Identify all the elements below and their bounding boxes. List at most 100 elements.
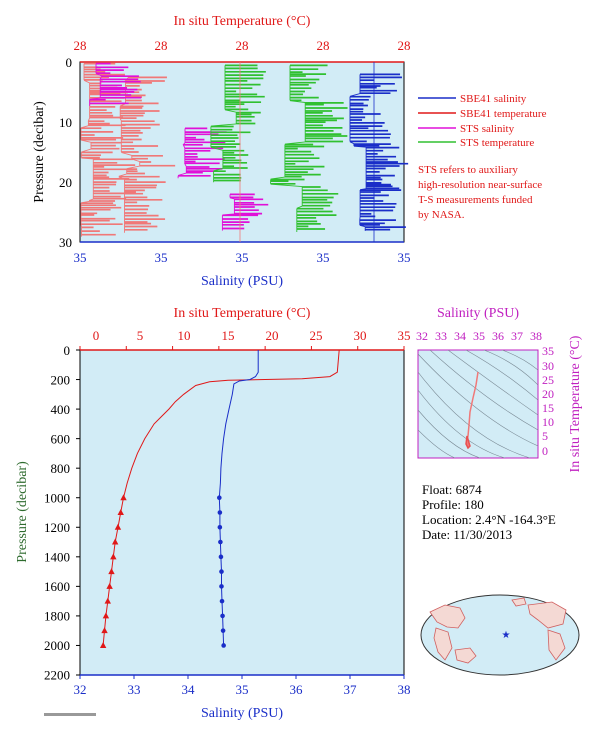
top-pressure-ticks: 0 10 20 30 bbox=[59, 55, 72, 250]
top-temp-ticks: 28 28 28 28 28 bbox=[74, 38, 411, 53]
top-sal-axis-label: Salinity (PSU) bbox=[201, 274, 283, 289]
legend-label-sts-temperature: STS temperature bbox=[460, 137, 534, 149]
sts-salinity-trace-b bbox=[177, 127, 227, 179]
ts-sal-tick: 37 bbox=[511, 329, 523, 343]
sts-note-line: T-S measurements funded bbox=[418, 194, 533, 206]
salinity-marker bbox=[220, 613, 225, 619]
main-temp-tick: 15 bbox=[222, 328, 235, 343]
temperature-marker bbox=[108, 568, 115, 575]
profile-number: Profile: 180 bbox=[422, 497, 484, 512]
salinity-marker bbox=[218, 554, 224, 560]
sts-salinity-trace-b-path bbox=[177, 127, 227, 179]
ts-sal-tick: 36 bbox=[492, 329, 504, 343]
ts-sal-tick: 33 bbox=[435, 329, 447, 343]
ts-temp-tick: 35 bbox=[542, 344, 554, 358]
salinity-marker bbox=[217, 510, 223, 515]
main-pressure-tick: 1400 bbox=[44, 550, 70, 565]
salinity-marker bbox=[219, 598, 225, 604]
sts-temperature-trace-a-path bbox=[80, 62, 136, 237]
ts-plot-area bbox=[417, 349, 539, 459]
main-pressure-tick: 2200 bbox=[44, 668, 70, 683]
top-sal-tick: 35 bbox=[155, 250, 168, 265]
ts-temp-tick: 15 bbox=[542, 401, 554, 415]
main-temp-tick: 35 bbox=[398, 328, 411, 343]
main-pressure-ticks: 0 200 400 600 800 1000 1200 1400 1600 18… bbox=[44, 343, 70, 683]
sts-note-line: STS refers to auxiliary bbox=[418, 164, 518, 176]
main-pressure-tick: 400 bbox=[51, 402, 71, 417]
top-sal-tick: 35 bbox=[398, 250, 411, 265]
ts-temp-tick: 0 bbox=[542, 444, 548, 458]
main-pressure-tick: 0 bbox=[64, 343, 71, 358]
main-pressure-tick: 200 bbox=[51, 373, 71, 388]
top-temp-tick: 28 bbox=[236, 38, 249, 53]
salinity-marker bbox=[221, 643, 226, 648]
ts-sal-tick: 32 bbox=[416, 329, 428, 343]
sbe41-salinity-trace-path bbox=[349, 73, 409, 231]
ts-temp-tick: 20 bbox=[542, 387, 554, 401]
profile-date: Date: 11/30/2013 bbox=[422, 527, 512, 542]
sts-salinity-trace-c bbox=[221, 193, 269, 231]
sts-salinity-trace-c-path bbox=[221, 193, 269, 231]
top-temp-axis-label: In situ Temperature (°C) bbox=[174, 14, 311, 29]
top-pressure-label: Pressure (decibar) bbox=[32, 101, 47, 203]
sts-note-line: by NASA. bbox=[418, 209, 465, 221]
legend-label-sbe41-temperature: SBE41 temperature bbox=[460, 108, 547, 120]
sts-note-line: high-resolution near-surface bbox=[418, 179, 542, 191]
ts-curve bbox=[466, 371, 479, 441]
main-pressure-tick: 1000 bbox=[44, 491, 70, 506]
salinity-marker bbox=[217, 495, 222, 501]
main-sal-axis-label: Salinity (PSU) bbox=[201, 706, 283, 721]
main-tick-marks bbox=[76, 346, 405, 679]
temperature-marker bbox=[110, 553, 117, 560]
main-temp-axis-label: In situ Temperature (°C) bbox=[174, 306, 311, 321]
top-sal-tick: 35 bbox=[74, 250, 87, 265]
main-pressure-tick: 1600 bbox=[44, 579, 70, 594]
main-pressure-tick: 600 bbox=[51, 432, 71, 447]
ts-profile bbox=[465, 371, 479, 450]
map-continents bbox=[429, 597, 567, 664]
top-temp-tick: 28 bbox=[398, 38, 411, 53]
float-info: Float: 6874 Profile: 180 Location: 2.4°N… bbox=[422, 482, 556, 542]
ts-temp-ticks: 35 30 25 20 15 10 5 0 bbox=[542, 344, 554, 458]
sts-salinity-trace-a bbox=[89, 62, 142, 106]
top-pressure-tick: 30 bbox=[59, 235, 72, 250]
top-profile-traces bbox=[80, 62, 409, 242]
legend-label-sts-salinity: STS salinity bbox=[460, 123, 515, 135]
salinity-marker bbox=[218, 539, 223, 545]
temperature-marker bbox=[102, 612, 110, 619]
main-temp-tick: 30 bbox=[354, 328, 367, 343]
salinity-marker bbox=[219, 584, 224, 589]
temperature-marker bbox=[99, 641, 107, 648]
salinity-marker bbox=[217, 524, 223, 530]
main-sal-tick: 38 bbox=[398, 682, 411, 697]
main-temp-ticks: 0 5 10 15 20 25 30 35 bbox=[93, 328, 411, 343]
temperature-marker bbox=[101, 627, 108, 634]
main-sal-tick: 33 bbox=[128, 682, 141, 697]
top-pressure-tick: 0 bbox=[66, 55, 73, 70]
salinity-marker bbox=[219, 569, 224, 574]
footer-code bbox=[44, 713, 96, 716]
main-temp-tick: 20 bbox=[266, 328, 279, 343]
top-temp-tick: 28 bbox=[74, 38, 87, 53]
ts-sal-ticks: 32 33 34 35 36 37 38 bbox=[416, 329, 542, 343]
main-sal-tick: 37 bbox=[344, 682, 358, 697]
sts-salinity-trace-a-path bbox=[89, 62, 142, 106]
sts-temperature-trace-g2 bbox=[270, 64, 348, 232]
ts-temp-tick: 30 bbox=[542, 359, 554, 373]
top-legend: SBE41 salinity SBE41 temperature STS sal… bbox=[418, 93, 547, 149]
main-temp-tick: 5 bbox=[137, 328, 144, 343]
ts-temp-tick: 25 bbox=[542, 373, 554, 387]
sbe41-salinity-trace bbox=[349, 73, 409, 231]
temperature-marker bbox=[120, 494, 127, 501]
main-sal-tick: 36 bbox=[290, 682, 304, 697]
ts-diagram: 32 33 34 35 36 37 38 Salinity (PSU) 35 3… bbox=[416, 306, 583, 472]
main-temp-tick: 25 bbox=[310, 328, 323, 343]
float-location-marker-icon: ★ bbox=[502, 630, 511, 641]
salinity-profile-line bbox=[218, 350, 259, 646]
sts-temperature-trace-g2-path bbox=[270, 64, 348, 232]
main-panel: In situ Temperature (°C) 0 5 10 15 20 25… bbox=[15, 306, 411, 721]
temperature-marker bbox=[111, 538, 119, 545]
main-profile-series bbox=[99, 349, 340, 648]
temperature-marker bbox=[117, 509, 124, 515]
main-sal-tick: 32 bbox=[74, 682, 87, 697]
